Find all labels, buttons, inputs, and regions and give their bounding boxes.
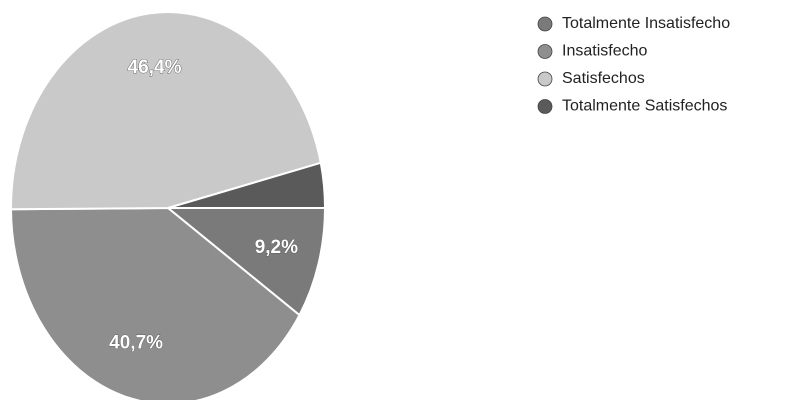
pie-slice	[9, 206, 301, 400]
pie-slice	[10, 11, 322, 211]
legend-label: Totalmente Satisfechos	[562, 98, 727, 115]
legend-label: Totalmente Insatisfecho	[562, 15, 730, 32]
pie-slice	[165, 207, 327, 317]
pie-slice	[167, 161, 327, 209]
legend-marker	[537, 44, 553, 59]
legend-label: Satisfechos	[562, 70, 645, 87]
legend-label: Insatisfecho	[562, 43, 647, 60]
legend-marker	[537, 71, 553, 87]
value-label: 9,2%	[255, 237, 298, 258]
legend-marker	[537, 16, 553, 32]
legend-marker	[537, 99, 553, 114]
value-label: 40,7%	[109, 332, 163, 353]
value-label: 46,4%	[128, 57, 182, 78]
